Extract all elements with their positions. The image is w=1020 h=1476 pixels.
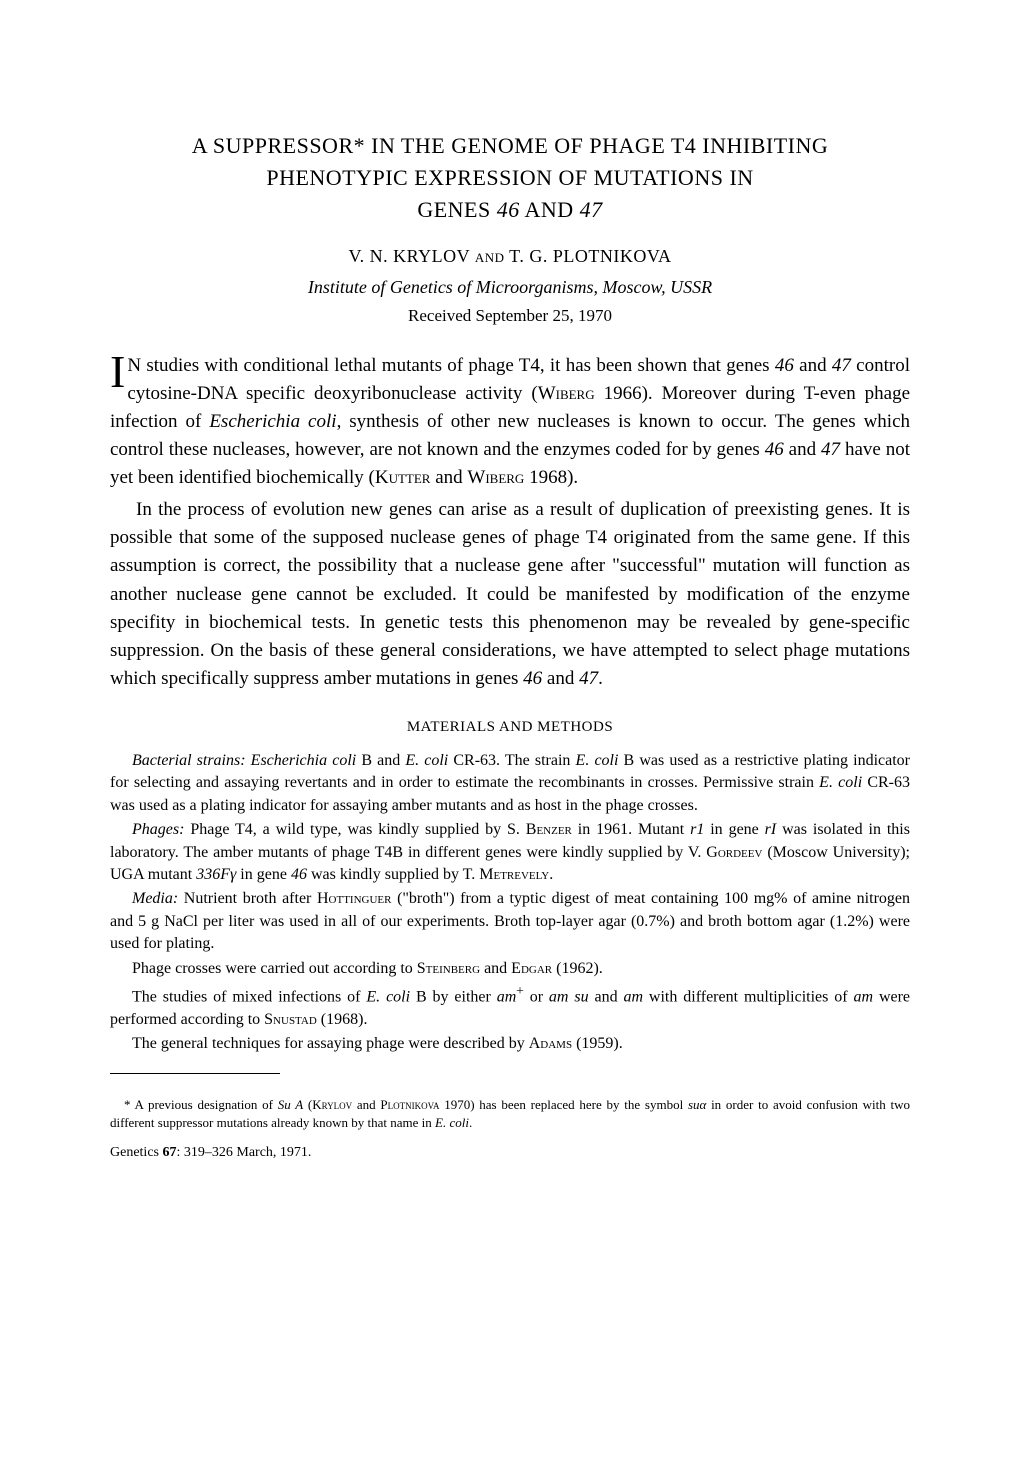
journal-footer: Genetics 67: 319–326 March, 1971. — [110, 1145, 910, 1161]
section-heading-materials: MATERIALS AND METHODS — [110, 719, 910, 736]
title-line-3: GENES 46 AND 47 — [417, 197, 602, 222]
footnote-separator — [110, 1073, 280, 1074]
page-container: A SUPPRESSOR* IN THE GENOME OF PHAGE T4 … — [0, 0, 1020, 1221]
footnote: * A previous designation of Su A (Krylov… — [110, 1096, 910, 1131]
methods-para-media: Media: Nutrient broth after Hottinguer (… — [110, 888, 910, 955]
received-date: Received September 25, 1970 — [110, 306, 910, 326]
methods-para-mixed: The studies of mixed infections of E. co… — [110, 982, 910, 1031]
author-names-pre: V. N. KRYLOV — [348, 246, 474, 266]
methods-para-strains: Bacterial strains: Escherichia coli B an… — [110, 750, 910, 817]
dropcap: I — [110, 352, 127, 391]
intro-para-2: In the process of evolution new genes ca… — [110, 496, 910, 693]
title-line-2: PHENOTYPIC EXPRESSION OF MUTATIONS IN — [266, 165, 753, 190]
intro-para-1: IN studies with conditional lethal mutan… — [110, 352, 910, 493]
affiliation: Institute of Genetics of Microorganisms,… — [110, 277, 910, 298]
methods-para-crosses: Phage crosses were carried out according… — [110, 958, 910, 980]
title-line-1: A SUPPRESSOR* IN THE GENOME OF PHAGE T4 … — [192, 133, 829, 158]
author-names-post: T. G. PLOTNIKOVA — [505, 246, 672, 266]
authors: V. N. KRYLOV and T. G. PLOTNIKOVA — [110, 246, 910, 267]
methods-para-techniques: The general techniques for assaying phag… — [110, 1033, 910, 1055]
methods-para-phages: Phages: Phage T4, a wild type, was kindl… — [110, 819, 910, 886]
authors-and: and — [475, 246, 505, 266]
article-title: A SUPPRESSOR* IN THE GENOME OF PHAGE T4 … — [110, 130, 910, 226]
